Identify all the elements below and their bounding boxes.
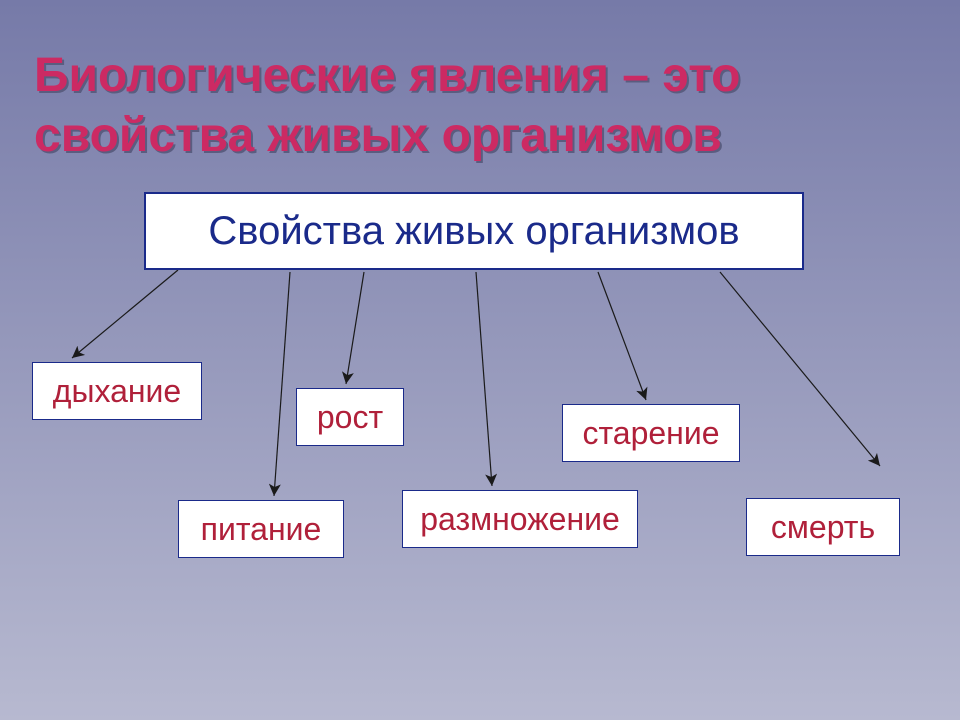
arrow-line [598,272,646,400]
concept-box-reproduction: размножение [402,490,638,548]
concept-box-death: смерть [746,498,900,556]
concept-label: смерть [771,509,875,546]
concept-box-aging: старение [562,404,740,462]
concept-label: размножение [420,501,620,538]
concept-box-breathing: дыхание [32,362,202,420]
concept-box-growth: рост [296,388,404,446]
arrow-line [476,272,492,486]
arrow-line [72,270,178,358]
slide-stage: Биологические явления – это свойства жив… [0,0,960,720]
slide-title-line2: свойства живых организмов [34,108,722,163]
concept-label: питание [201,511,322,548]
concept-label: дыхание [53,373,181,410]
arrow-line [274,272,290,496]
concept-label: рост [317,399,383,436]
arrow-line [720,272,880,466]
root-concept-label: Свойства живых организмов [208,209,739,254]
slide-title-line1: Биологические явления – это [34,48,740,103]
concept-label: старение [582,415,719,452]
arrow-line [346,272,364,384]
root-concept-box: Свойства живых организмов [144,192,804,270]
concept-box-nutrition: питание [178,500,344,558]
